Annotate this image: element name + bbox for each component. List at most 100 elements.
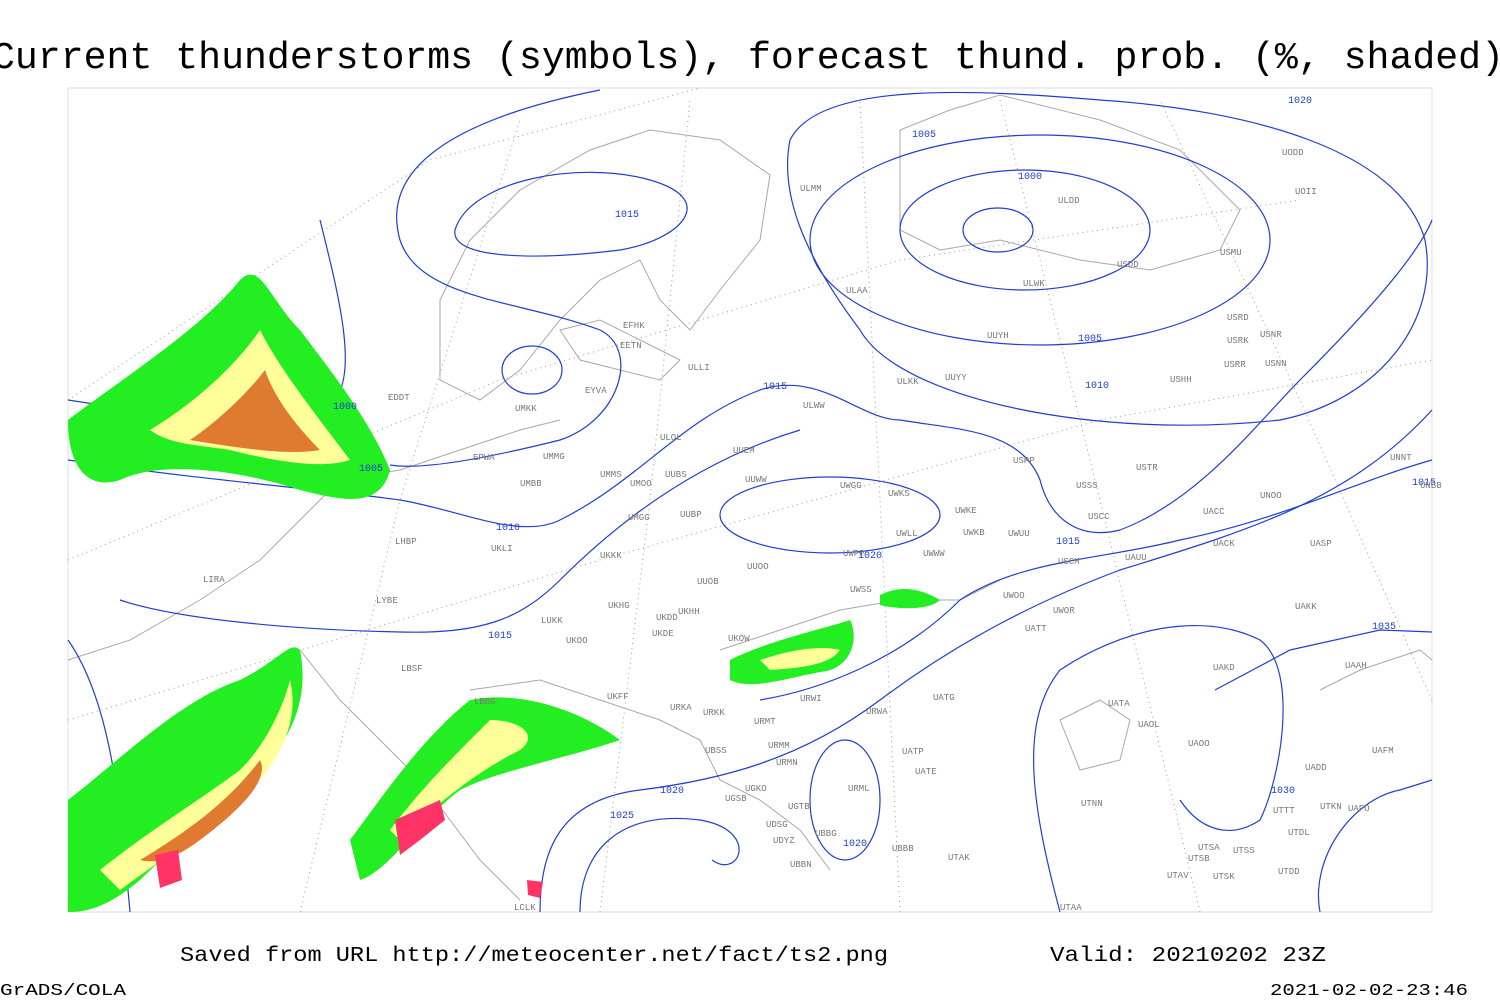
station-code: UWOR (1053, 606, 1075, 616)
station-code: UASP (1310, 539, 1332, 549)
station-code: USRR (1224, 360, 1246, 370)
station-code: UAUU (1125, 553, 1147, 563)
station-code: USCC (1088, 512, 1110, 522)
station-code: UUOB (697, 577, 719, 587)
station-code: EYVA (585, 386, 607, 396)
station-code: UWKE (955, 506, 977, 516)
station-code: UACK (1213, 539, 1235, 549)
station-code: UUYH (987, 331, 1009, 341)
station-code: UTAK (948, 853, 970, 863)
station-code: UAFM (1372, 746, 1394, 756)
map-labels: 1020 1005 1000 1015 1005 1010 1015 1000 1005 1010… (203, 96, 1442, 913)
station-code: UMBB (520, 479, 542, 489)
station-code: UNBB (1420, 481, 1442, 491)
station-code: UGSB (725, 794, 747, 804)
station-code: USCM (1058, 557, 1080, 567)
valid-time: Valid: 20210202 23Z (1050, 945, 1326, 968)
station-code: UWUU (1008, 529, 1030, 539)
isobar-label: 1030 (1271, 786, 1295, 797)
station-code: UAFO (1348, 804, 1370, 814)
station-code: UGTB (788, 802, 810, 812)
station-code: EDDT (388, 393, 410, 403)
isobar-label: 1000 (333, 402, 357, 413)
source-url: Saved from URL http://meteocenter.net/fa… (180, 945, 888, 968)
station-code: ULAA (846, 286, 868, 296)
station-code: UWSS (850, 585, 872, 595)
station-code: UAKK (1295, 602, 1317, 612)
station-code: UUBP (680, 510, 702, 520)
isobar-label: 1020 (1288, 96, 1312, 107)
station-code: USRK (1227, 336, 1249, 346)
isobar-label: 1005 (1078, 334, 1102, 345)
station-code: UUYY (945, 373, 967, 383)
isobar-label: 1025 (610, 811, 634, 822)
station-code: USMU (1220, 248, 1242, 258)
station-code: USNR (1260, 330, 1282, 340)
station-code: URKA (670, 703, 692, 713)
isobar-label: 1035 (1372, 622, 1396, 633)
station-code: USSS (1076, 481, 1098, 491)
station-code: ULLI (688, 363, 710, 373)
station-code: UKKK (600, 551, 622, 561)
station-code: UTTT (1273, 806, 1295, 816)
station-code: UTSS (1233, 846, 1255, 856)
isobar-label: 1015 (763, 382, 787, 393)
station-code: LBSF (401, 664, 423, 674)
isobar-label: 1000 (1018, 172, 1042, 183)
station-code: UWWW (923, 549, 945, 559)
station-code: URMM (768, 741, 790, 751)
station-code: ULMM (800, 184, 822, 194)
station-code: UKOW (728, 634, 750, 644)
station-code: UACC (1203, 507, 1225, 517)
station-code: UTAV (1167, 871, 1189, 881)
station-code: EFHK (623, 321, 645, 331)
station-code: UMOO (630, 479, 652, 489)
station-code: UATG (933, 693, 955, 703)
station-code: URWA (866, 707, 888, 717)
station-code: UTSA (1198, 843, 1220, 853)
station-code: UDYZ (773, 836, 795, 846)
station-code: ULOL (660, 433, 682, 443)
station-code: UAOO (1188, 739, 1210, 749)
station-code: UOII (1295, 187, 1317, 197)
station-code: UGKO (745, 784, 767, 794)
station-code: ULWW (803, 401, 825, 411)
isobar-label: 1010 (496, 523, 520, 534)
isobar-label: 1020 (843, 839, 867, 850)
station-code: LCLK (514, 903, 536, 913)
station-code: ULDD (1058, 196, 1080, 206)
station-code: UUWW (745, 475, 767, 485)
station-code: UTSK (1213, 872, 1235, 882)
station-code: UWGG (840, 481, 862, 491)
station-code: LYBE (376, 596, 398, 606)
station-code: URKK (703, 708, 725, 718)
isobar-label: 1020 (858, 551, 882, 562)
isobar-label: 1015 (615, 210, 639, 221)
station-code: UKHG (608, 601, 630, 611)
station-code: UATP (902, 747, 924, 757)
timestamp: 2021-02-02-23:46 (1270, 982, 1468, 1000)
station-code: UATT (1025, 624, 1047, 634)
station-code: UODD (1282, 148, 1304, 158)
station-code: UAKD (1213, 663, 1235, 673)
station-code: USRD (1227, 313, 1249, 323)
station-code: LUKK (541, 616, 563, 626)
coastlines (67, 94, 1433, 901)
station-code: UTAA (1060, 903, 1082, 913)
station-code: UTDD (1278, 867, 1300, 877)
station-code: UWOO (1003, 591, 1025, 601)
station-code: UBBB (892, 844, 914, 854)
station-code: UUBS (665, 470, 687, 480)
graticule (67, 87, 1433, 913)
isobar-label: 1015 (1056, 537, 1080, 548)
station-code: USNN (1265, 359, 1287, 369)
station-code: UTKN (1320, 802, 1342, 812)
isobar-label: 1015 (1412, 478, 1436, 489)
station-code: UKDD (656, 613, 678, 623)
isobar-label: 1015 (488, 631, 512, 642)
station-code: UWLL (896, 529, 918, 539)
isobar-label: 1020 (660, 786, 684, 797)
station-code: UKFF (607, 692, 629, 702)
station-code: UBBG (815, 829, 837, 839)
